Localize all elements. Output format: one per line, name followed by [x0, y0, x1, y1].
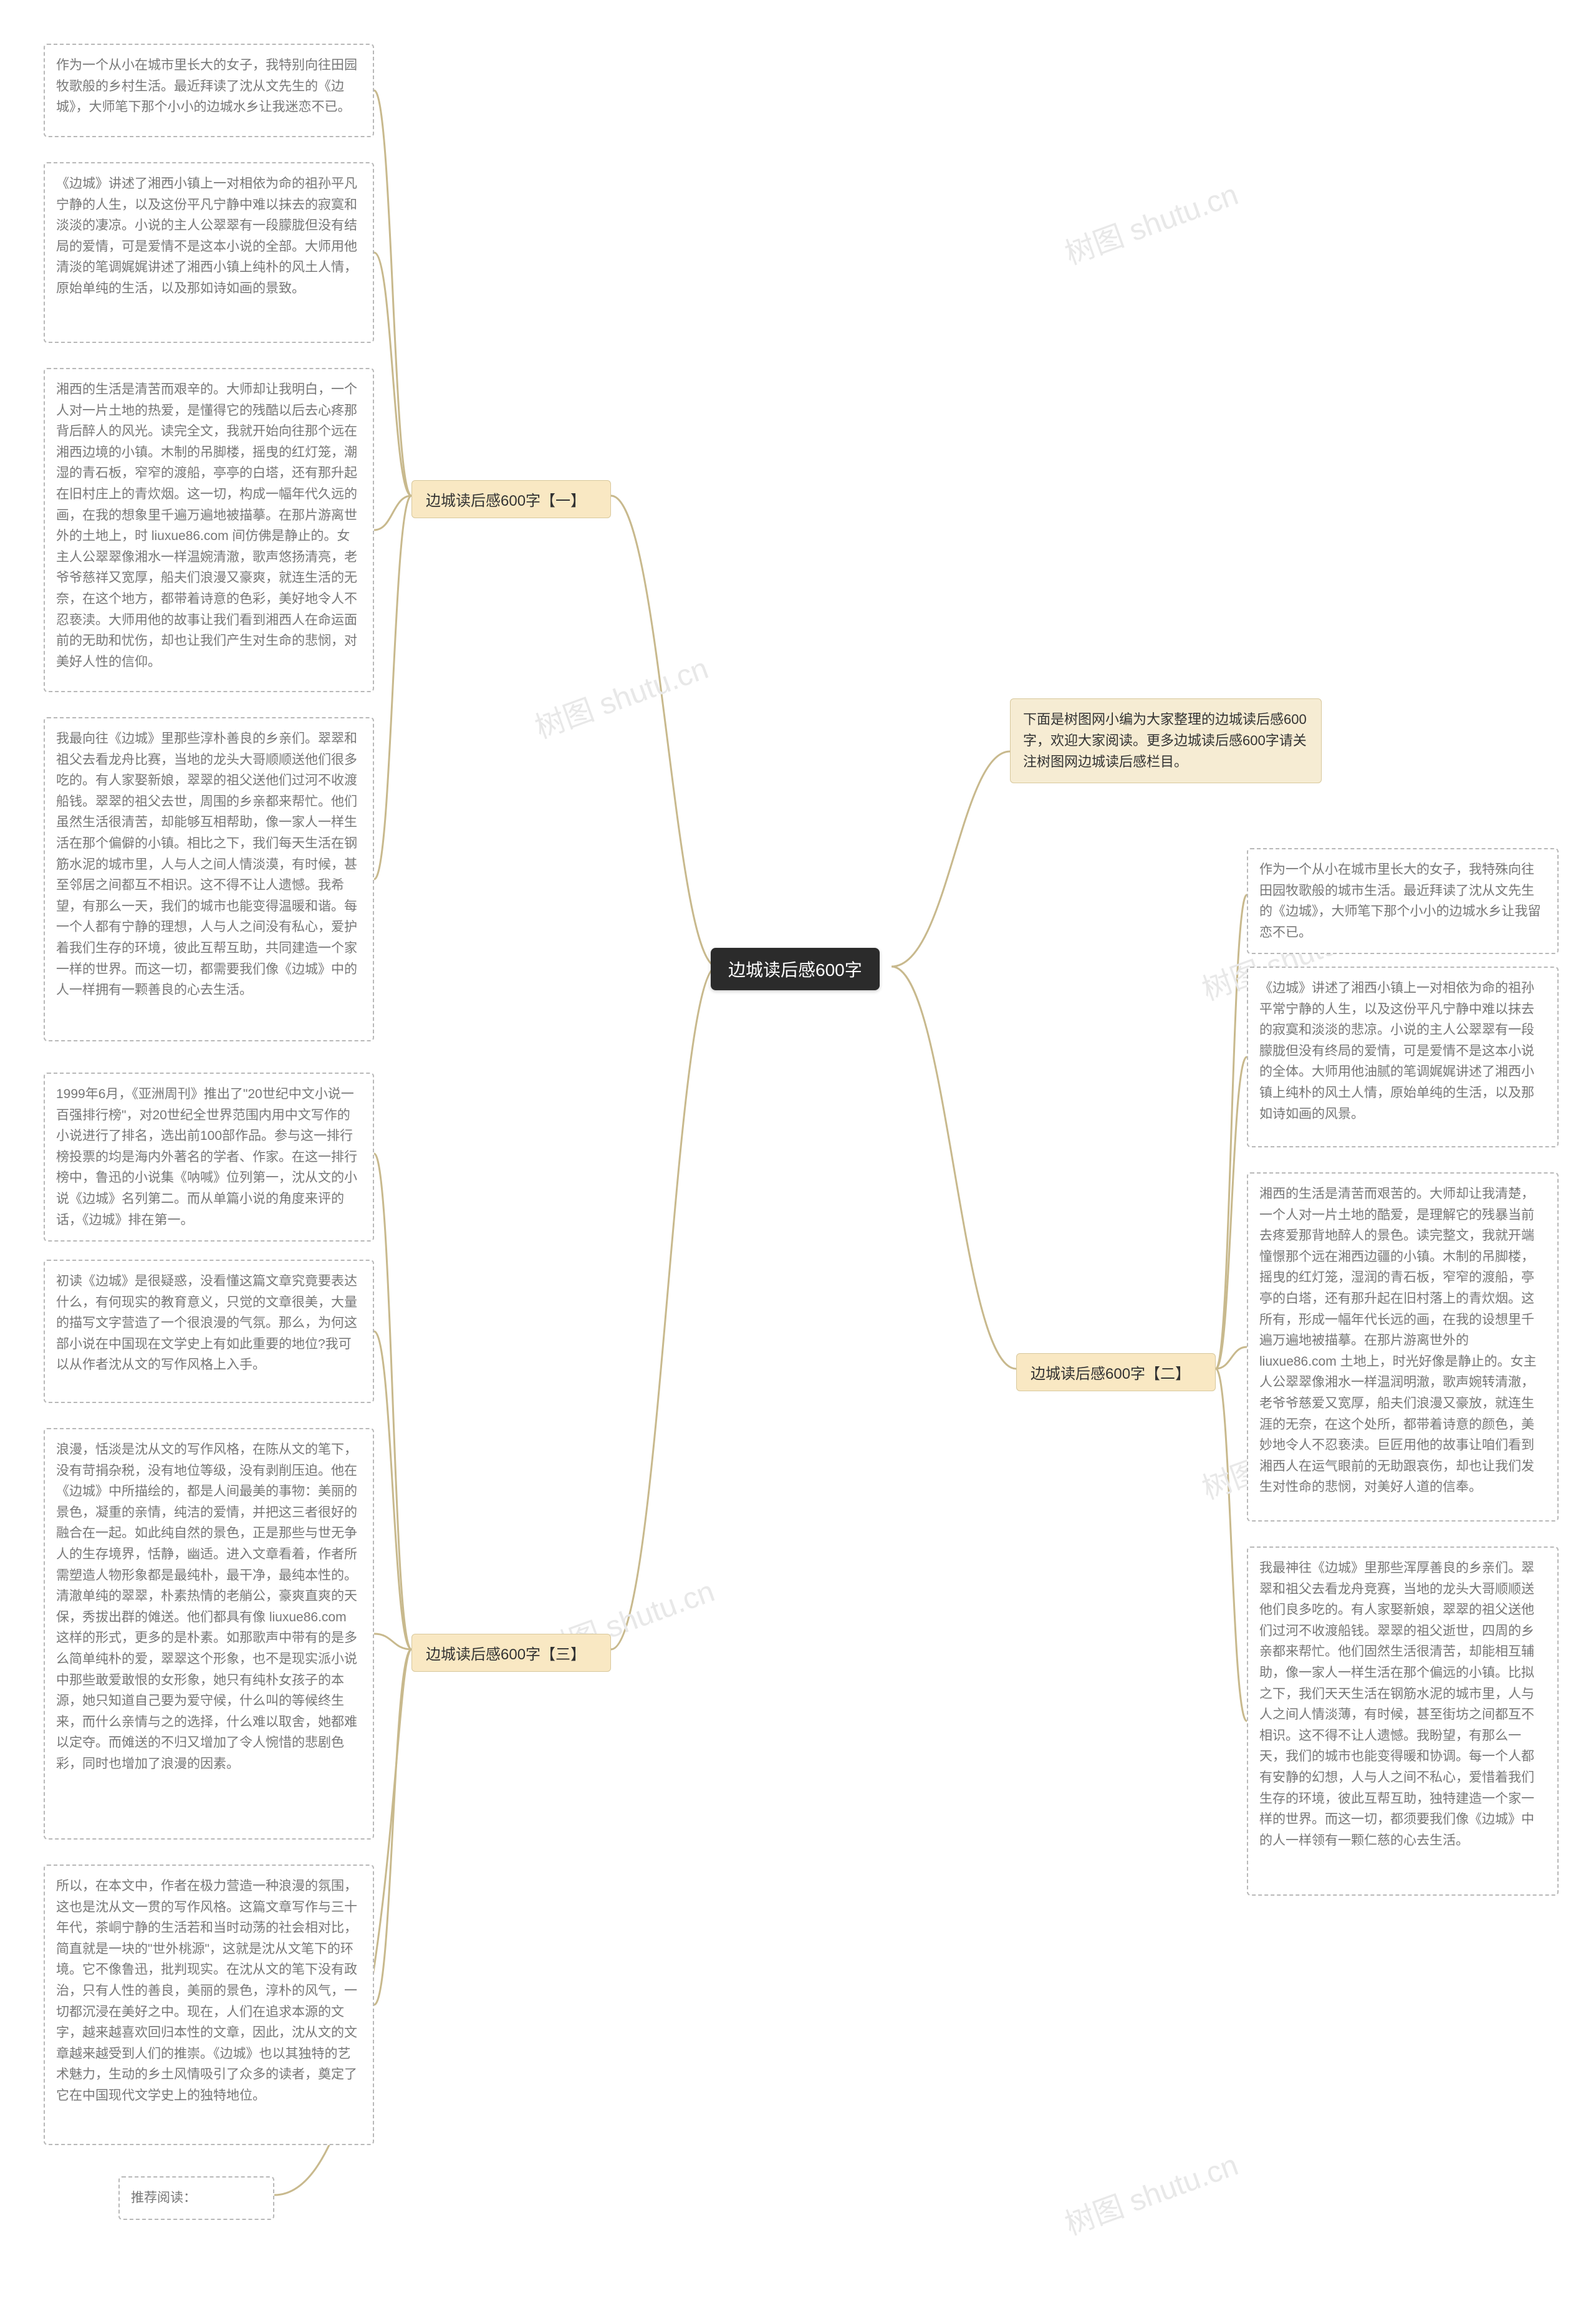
leaf-text: 1999年6月，《亚洲周刊》推出了"20世纪中文小说一百强排行榜"，对20世纪全…	[56, 1084, 362, 1230]
leaf-text: 湘西的生活是清苦而艰辛的。大师却让我明白，一个人对一片土地的热爱，是懂得它的残酷…	[56, 379, 362, 672]
watermark: 树图 shutu.cn	[1058, 2140, 1243, 2243]
leaf-text: 作为一个从小在城市里长大的女子，我特别向往田园牧歌般的乡村生活。最近拜读了沈从文…	[56, 55, 362, 118]
branch-title: 边城读后感600字【三】	[411, 1634, 611, 1672]
leaf-node: 我最神往《边城》里那些浑厚善良的乡亲们。翠翠和祖父去看龙舟竞赛，当地的龙头大哥顺…	[1247, 1546, 1559, 1896]
leaf-node: 湘西的生活是清苦而艰苦的。大师却让我清楚，一个人对一片土地的酷爱，是理解它的残暴…	[1247, 1172, 1559, 1522]
leaf-text: 《边城》讲述了湘西小镇上一对相依为命的祖孙平常宁静的人生，以及这份平凡宁静中难以…	[1259, 978, 1546, 1124]
leaf-node: 所以，在本文中，作者在极力营造一种浪漫的氛围，这也是沈从文一贯的写作风格。这篇文…	[44, 1865, 374, 2145]
leaf-node: 《边城》讲述了湘西小镇上一对相依为命的祖孙平凡宁静的人生，以及这份平凡宁静中难以…	[44, 162, 374, 343]
leaf-node: 《边城》讲述了湘西小镇上一对相依为命的祖孙平常宁静的人生，以及这份平凡宁静中难以…	[1247, 967, 1559, 1147]
leaf-text: 《边城》讲述了湘西小镇上一对相依为命的祖孙平凡宁静的人生，以及这份平凡宁静中难以…	[56, 173, 362, 299]
leaf-node: 1999年6月，《亚洲周刊》推出了"20世纪中文小说一百强排行榜"，对20世纪全…	[44, 1073, 374, 1242]
intro-box: 下面是树图网小编为大家整理的边城读后感600字，欢迎大家阅读。更多边城读后感60…	[1010, 698, 1322, 783]
leaf-node: 浪漫，恬淡是沈从文的写作风格，在陈从文的笔下，没有苛捐杂税，没有地位等级，没有剥…	[44, 1428, 374, 1840]
leaf-text: 我最向往《边城》里那些淳朴善良的乡亲们。翠翠和祖父去看龙舟比赛，当地的龙头大哥顺…	[56, 728, 362, 1001]
leaf-node: 作为一个从小在城市里长大的女子，我特别向往田园牧歌般的乡村生活。最近拜读了沈从文…	[44, 44, 374, 137]
center-node: 边城读后感600字	[711, 948, 880, 990]
leaf-text: 作为一个从小在城市里长大的女子，我特殊向往田园牧歌般的城市生活。最近拜读了沈从文…	[1259, 859, 1546, 943]
leaf-node: 作为一个从小在城市里长大的女子，我特殊向往田园牧歌般的城市生活。最近拜读了沈从文…	[1247, 848, 1559, 954]
leaf-text: 所以，在本文中，作者在极力营造一种浪漫的氛围，这也是沈从文一贯的写作风格。这篇文…	[56, 1876, 362, 2106]
branch-title: 边城读后感600字【二】	[1016, 1353, 1216, 1391]
leaf-node: 初读《边城》是很疑惑，没看懂这篇文章究竟要表达什么，有何现实的教育意义，只觉的文…	[44, 1260, 374, 1403]
leaf-node: 湘西的生活是清苦而艰辛的。大师却让我明白，一个人对一片土地的热爱，是懂得它的残酷…	[44, 368, 374, 692]
leaf-text: 浪漫，恬淡是沈从文的写作风格，在陈从文的笔下，没有苛捐杂税，没有地位等级，没有剥…	[56, 1439, 362, 1775]
branch-title: 边城读后感600字【一】	[411, 480, 611, 518]
leaf-text: 初读《边城》是很疑惑，没看懂这篇文章究竟要表达什么，有何现实的教育意义，只觉的文…	[56, 1271, 362, 1376]
canvas: 树图 shutu.cn树图 shutu.cn树图 shutu.cn树图 shut…	[0, 0, 1596, 2306]
watermark: 树图 shutu.cn	[1058, 170, 1243, 273]
leaf-text: 推荐阅读：	[131, 2188, 262, 2209]
leaf-text: 湘西的生活是清苦而艰苦的。大师却让我清楚，一个人对一片土地的酷爱，是理解它的残暴…	[1259, 1184, 1546, 1498]
watermark: 树图 shutu.cn	[528, 644, 713, 746]
leaf-node: 我最向往《边城》里那些淳朴善良的乡亲们。翠翠和祖父去看龙舟比赛，当地的龙头大哥顺…	[44, 717, 374, 1041]
leaf-text: 我最神往《边城》里那些浑厚善良的乡亲们。翠翠和祖父去看龙舟竞赛，当地的龙头大哥顺…	[1259, 1558, 1546, 1851]
leaf-node: 推荐阅读：	[118, 2176, 274, 2220]
